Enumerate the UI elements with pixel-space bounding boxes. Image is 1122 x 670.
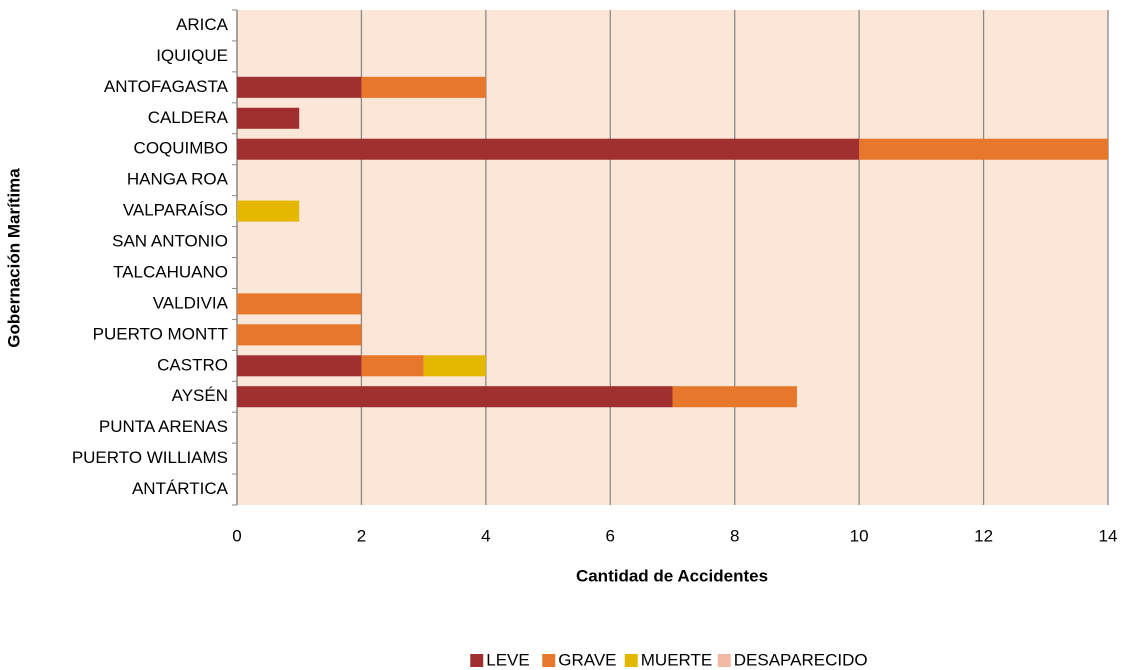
y-tick-label: PUERTO MONTT xyxy=(93,324,228,343)
bar xyxy=(672,386,797,408)
y-tick-label: ANTÁRTICA xyxy=(132,479,229,498)
x-tick-label: 10 xyxy=(850,526,869,545)
y-tick-label: AYSÉN xyxy=(172,386,228,405)
legend-label: DESAPARECIDO xyxy=(734,650,868,669)
y-tick-label: ANTOFAGASTA xyxy=(104,77,229,96)
x-tick-label: 2 xyxy=(357,526,366,545)
y-tick-label: CALDERA xyxy=(148,108,229,127)
bar xyxy=(361,76,486,98)
y-tick-label: CASTRO xyxy=(157,355,228,374)
legend-swatch xyxy=(624,654,638,667)
y-axis-label: Gobernación Marítima xyxy=(4,168,23,348)
x-tick-label: 0 xyxy=(232,526,241,545)
x-tick-label: 12 xyxy=(974,526,993,545)
y-tick-label: COQUIMBO xyxy=(134,139,228,158)
bar xyxy=(237,386,673,408)
y-tick-label: PUNTA ARENAS xyxy=(99,417,228,436)
legend-swatch xyxy=(717,654,731,667)
bar xyxy=(237,293,362,315)
legend-swatch xyxy=(542,654,556,667)
y-tick-label: HANGA ROA xyxy=(127,170,229,189)
y-tick-label: ARICA xyxy=(176,15,229,34)
x-axis-label: Cantidad de Accidentes xyxy=(576,566,768,585)
x-tick-label: 6 xyxy=(606,526,615,545)
bar xyxy=(423,355,486,377)
legend-label: LEVE xyxy=(486,650,529,669)
bar xyxy=(237,355,362,377)
x-tick-label: 8 xyxy=(730,526,739,545)
legend-swatch xyxy=(470,654,484,667)
bar xyxy=(237,107,300,129)
bar xyxy=(237,324,362,346)
legend-label: MUERTE xyxy=(641,650,712,669)
x-tick-label: 4 xyxy=(481,526,490,545)
y-tick-label: VALDIVIA xyxy=(153,293,229,312)
bar xyxy=(237,138,860,160)
y-tick-label: SAN ANTONIO xyxy=(112,232,228,251)
bar xyxy=(361,355,424,377)
y-tick-label: IQUIQUE xyxy=(156,46,228,65)
bar xyxy=(859,138,1108,160)
bar xyxy=(237,200,300,222)
y-tick-label: TALCAHUANO xyxy=(113,262,228,281)
x-tick-label: 14 xyxy=(1099,526,1118,545)
y-tick-label: PUERTO WILLIAMS xyxy=(72,448,228,467)
legend-label: GRAVE xyxy=(558,650,616,669)
y-tick-label: VALPARAÍSO xyxy=(123,201,228,220)
bar xyxy=(237,76,362,98)
